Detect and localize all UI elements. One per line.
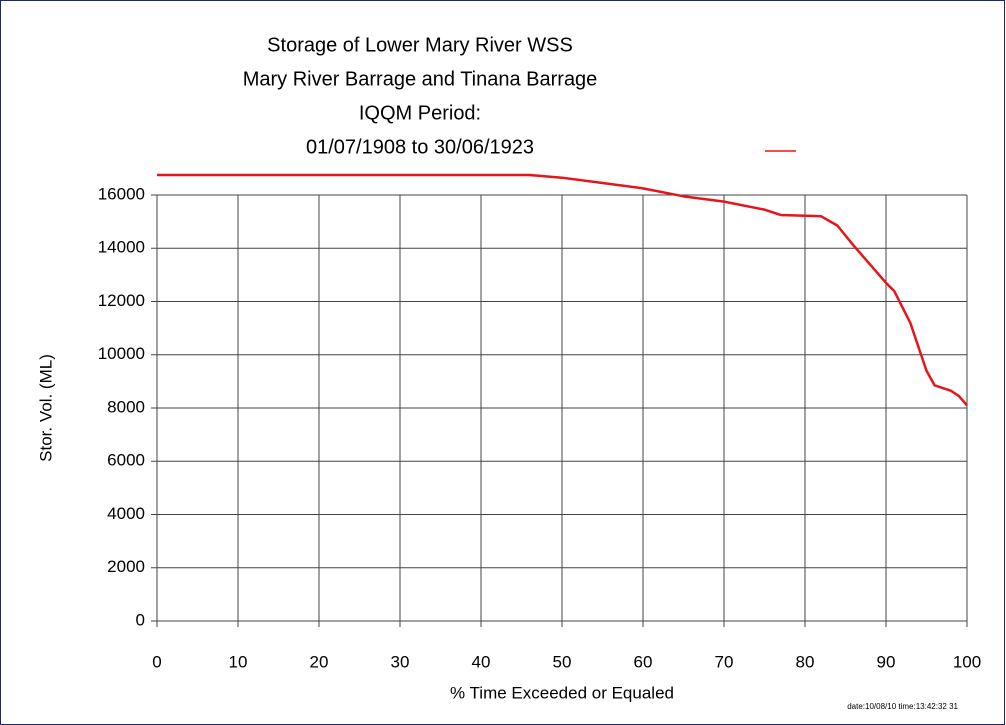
y-tick-label: 8000 xyxy=(107,397,145,416)
timestamp: date:10/08/10 time:13:42:32 31 xyxy=(847,702,958,711)
chart-title: IQQM Period: xyxy=(359,102,481,124)
x-tick-label: 40 xyxy=(472,652,491,671)
y-tick-label: 6000 xyxy=(107,451,145,470)
chart-title: Storage of Lower Mary River WSS xyxy=(267,34,573,56)
x-tick-label: 10 xyxy=(229,652,248,671)
chart-title: 01/07/1908 to 30/06/1923 xyxy=(306,136,534,158)
y-tick-label: 16000 xyxy=(98,184,145,203)
x-tick-label: 30 xyxy=(391,652,410,671)
y-tick-label: 14000 xyxy=(98,238,145,257)
y-tick-label: 10000 xyxy=(98,344,145,363)
x-tick-label: 90 xyxy=(877,652,896,671)
y-tick-label: 0 xyxy=(136,610,145,629)
x-axis-label: % Time Exceeded or Equaled xyxy=(450,683,674,702)
x-tick-label: 0 xyxy=(152,652,161,671)
x-tick-label: 60 xyxy=(634,652,653,671)
y-tick-label: 2000 xyxy=(107,557,145,576)
y-axis-label: Stor. Vol. (ML) xyxy=(36,354,55,462)
y-tick-label: 4000 xyxy=(107,504,145,523)
line-series xyxy=(157,173,968,407)
x-tick-label: 50 xyxy=(553,652,572,671)
x-tick-label: 80 xyxy=(796,652,815,671)
chart-title: Mary River Barrage and Tinana Barrage xyxy=(243,68,598,90)
x-tick-label: 70 xyxy=(715,652,734,671)
y-tick-label: 12000 xyxy=(98,291,145,310)
x-tick-label: 100 xyxy=(953,652,981,671)
x-tick-label: 20 xyxy=(310,652,329,671)
